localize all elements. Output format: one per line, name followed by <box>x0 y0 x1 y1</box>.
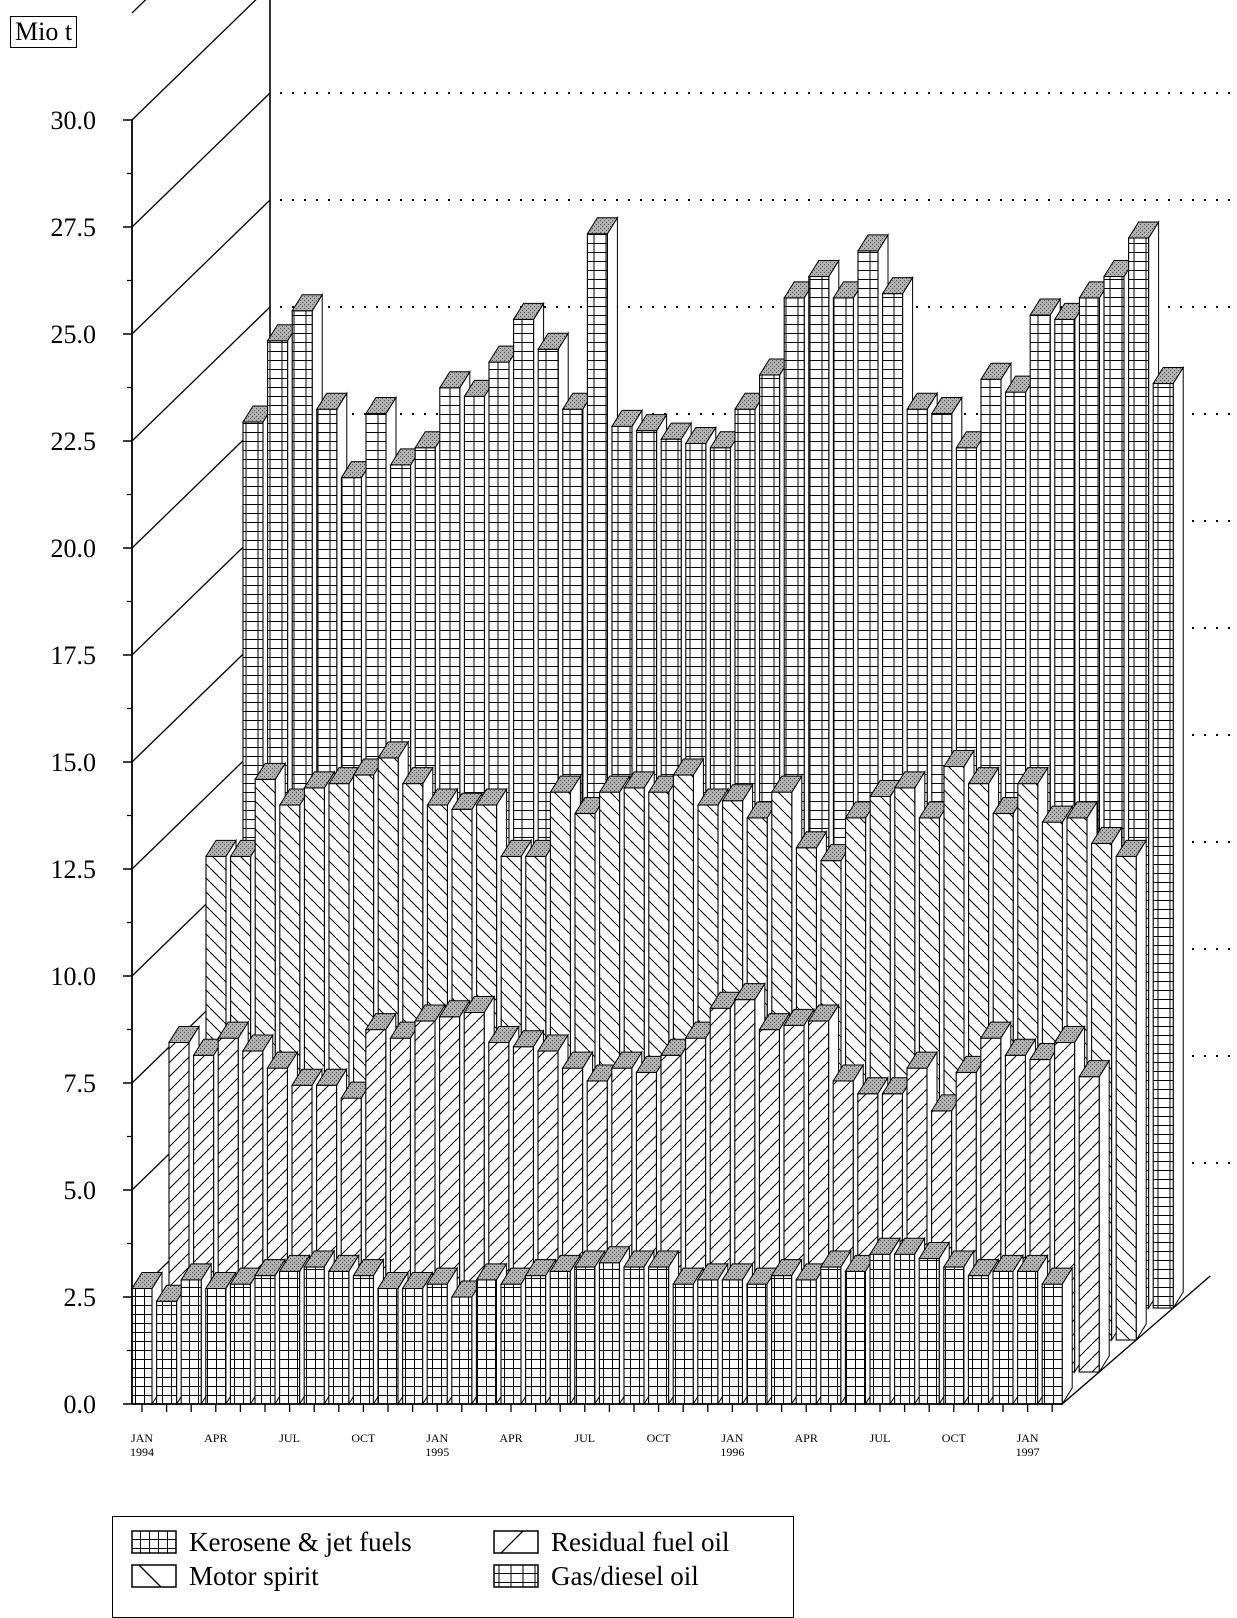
x-tick-label: JAN <box>1017 1431 1039 1445</box>
y-tick-label: 2.5 <box>64 1283 97 1312</box>
bar-kerosene <box>1041 1266 1074 1406</box>
x-tick-label: APR <box>499 1431 522 1445</box>
y-tick-label: 10.0 <box>51 962 97 991</box>
wall-gridline <box>131 0 257 121</box>
x-tick-label: JUL <box>870 1431 891 1445</box>
x-tick-year: 1996 <box>720 1445 744 1459</box>
legend-label-gasdiesel: Gas/diesel oil <box>551 1560 699 1591</box>
y-tick-label: 12.5 <box>51 855 97 884</box>
x-tick-label: JUL <box>279 1431 300 1445</box>
bar-motor <box>1115 838 1148 1342</box>
y-tick-label: 25.0 <box>51 320 97 349</box>
x-tick-label: JAN <box>131 1431 153 1445</box>
y-tick-label: 5.0 <box>64 1176 97 1205</box>
legend-label-residual: Residual fuel oil <box>551 1526 730 1557</box>
wall-gridline <box>131 92 271 228</box>
legend-item-gasdiesel: Gas/diesel oil <box>493 1561 699 1591</box>
bars <box>131 215 1185 1406</box>
x-tick-year: 1994 <box>130 1445 154 1459</box>
x-tick-label: JAN <box>426 1431 448 1445</box>
x-tick-label: OCT <box>351 1431 376 1445</box>
legend-item-residual: Residual fuel oil <box>493 1527 729 1557</box>
x-tick-label: OCT <box>942 1431 967 1445</box>
y-tick-label: 22.5 <box>51 427 97 456</box>
y-tick-label: 17.5 <box>51 641 97 670</box>
y-tick-label: 20.0 <box>51 534 97 563</box>
y-tick-label: 0.0 <box>64 1390 97 1419</box>
unit-label: Mio t <box>10 16 78 48</box>
x-tick-label: APR <box>204 1431 227 1445</box>
x-tick-label: JAN <box>721 1431 743 1445</box>
legend-swatch-motor <box>131 1564 177 1588</box>
legend-swatch-gasdiesel <box>493 1564 539 1588</box>
axes: 0.0 2.5 5.0 7.5 10.0 12.5 15.0 17.5 20.0 22.5 25.0… <box>51 106 1063 1459</box>
legend-swatch-kerosene <box>131 1530 177 1554</box>
bar-gasdiesel <box>1152 365 1185 1310</box>
walls <box>131 0 1235 1405</box>
y-tick-label: 30.0 <box>51 106 97 135</box>
wall-gridline <box>131 306 271 442</box>
legend-item-motor: Motor spirit <box>131 1561 319 1591</box>
x-tick-label: JUL <box>574 1431 595 1445</box>
legend-label-kerosene: Kerosene & jet fuels <box>189 1526 412 1557</box>
x-tick-label: OCT <box>647 1431 672 1445</box>
y-tick-label: 7.5 <box>64 1069 97 1098</box>
y-tick-label: 15.0 <box>51 748 97 777</box>
x-tick-year: 1997 <box>1016 1445 1040 1459</box>
wall-gridline <box>131 199 271 335</box>
y-tick-label: 27.5 <box>51 213 97 242</box>
x-tick-label: APR <box>795 1431 818 1445</box>
bar-residual <box>1078 1058 1111 1374</box>
x-tick-year: 1995 <box>425 1445 449 1459</box>
legend-swatch-residual <box>493 1530 539 1554</box>
legend-item-kerosene: Kerosene & jet fuels <box>131 1527 412 1557</box>
legend: Kerosene & jet fuels Residual fuel oil M… <box>112 1516 794 1618</box>
legend-label-motor: Motor spirit <box>189 1560 319 1591</box>
